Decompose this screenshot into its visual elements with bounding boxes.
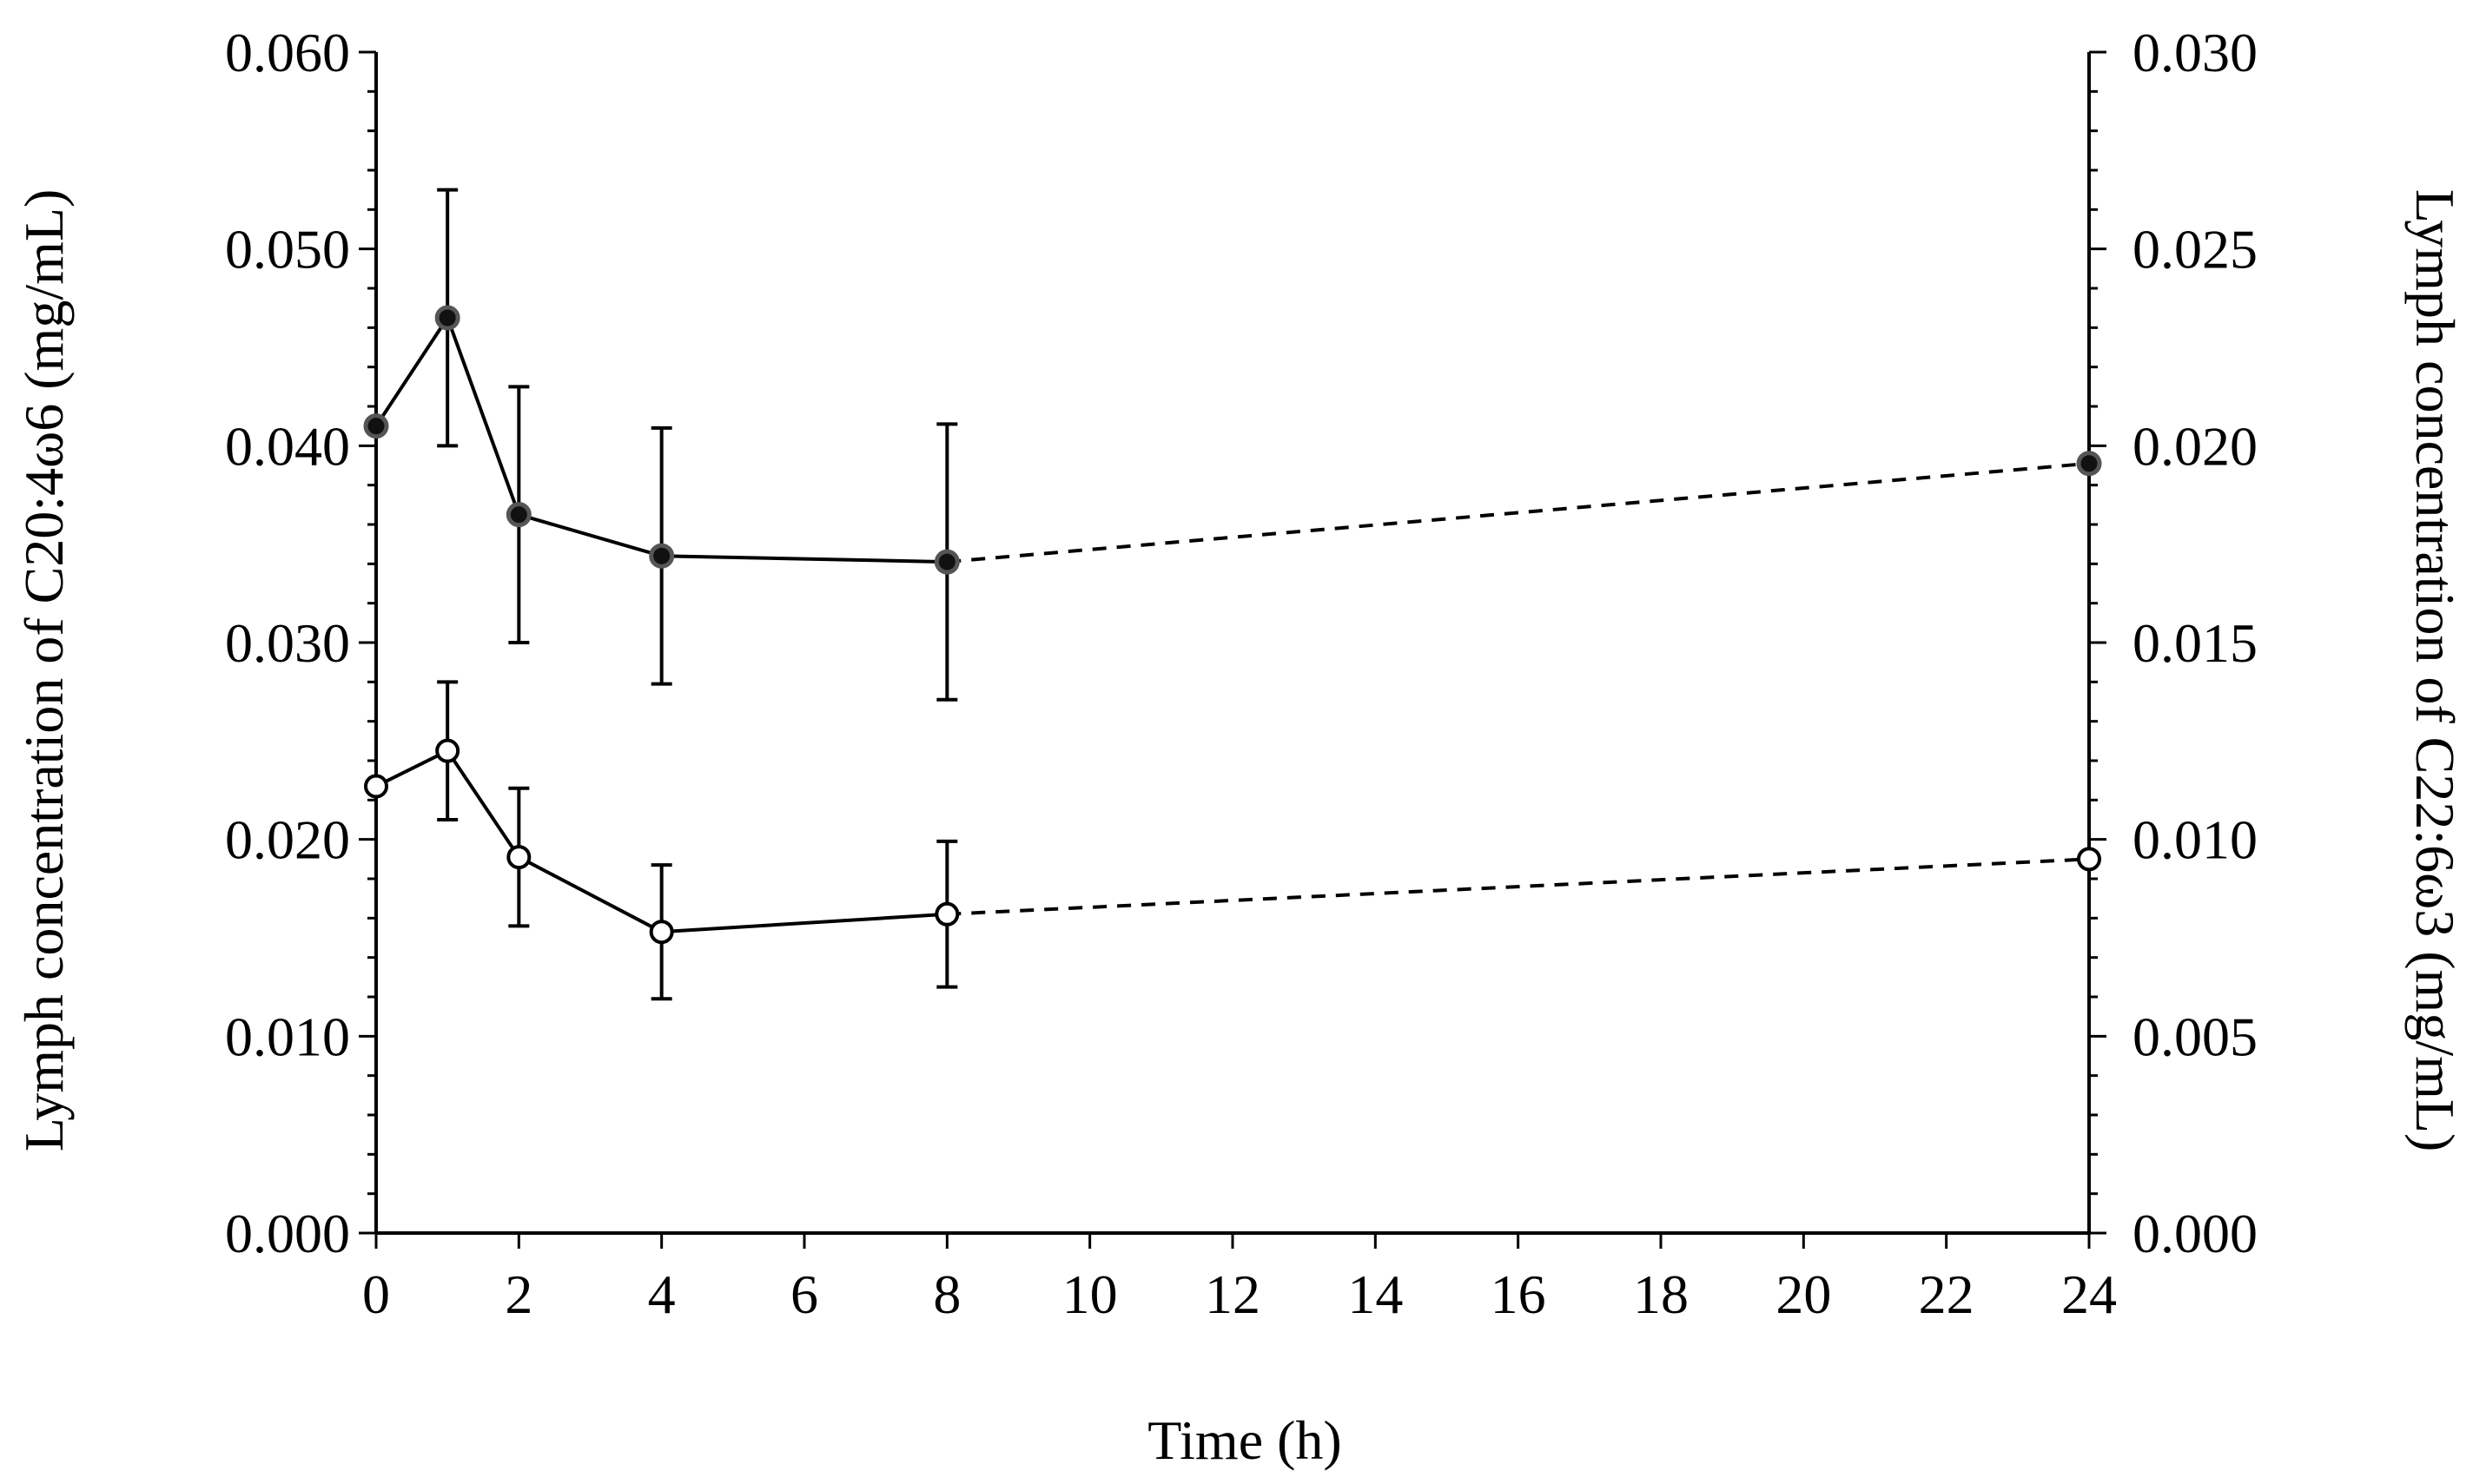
y-right-axis-title: Lymph concentration of C22:6ω3 (mg/mL) <box>2404 189 2466 1152</box>
x-tick-label: 18 <box>1633 1263 1689 1325</box>
y-right-tick-label: 0.020 <box>2132 415 2258 477</box>
y-right-tick-label: 0.030 <box>2132 22 2258 83</box>
x-tick-label: 16 <box>1491 1263 1546 1325</box>
y-left-tick-label: 0.030 <box>225 612 350 674</box>
y-right-tick-label: 0.005 <box>2132 1006 2258 1067</box>
series-c20-4-omega6 <box>363 188 2102 702</box>
x-tick-label: 14 <box>1347 1263 1403 1325</box>
y-left-tick-label: 0.060 <box>225 22 350 83</box>
y-right-tick-label: 0.000 <box>2132 1203 2258 1264</box>
x-tick-label: 22 <box>1919 1263 1974 1325</box>
x-tick-label: 20 <box>1775 1263 1831 1325</box>
data-point <box>649 920 674 945</box>
data-point <box>506 845 532 870</box>
y-right-tick-label: 0.025 <box>2132 219 2258 280</box>
x-tick-label: 10 <box>1062 1263 1118 1325</box>
data-point <box>434 305 460 331</box>
series-layer <box>363 188 2102 1001</box>
data-point <box>435 738 460 763</box>
x-tick-label: 8 <box>933 1263 961 1325</box>
y-left-tick-label: 0.050 <box>225 219 350 280</box>
x-tick-label: 6 <box>790 1263 818 1325</box>
data-point <box>364 774 388 799</box>
y-right-axis-ticks: 0.000 0.005 0.010 0.015 0.020 0.025 0.030 <box>2089 22 2258 1264</box>
x-tick-label: 2 <box>505 1263 532 1325</box>
series-c22-6-omega3 <box>364 680 2101 1001</box>
x-axis-title: Time (h) <box>1147 1409 1341 1471</box>
data-point <box>2077 847 2101 872</box>
y-left-tick-label: 0.040 <box>225 415 350 477</box>
y-right-tick-label: 0.010 <box>2132 809 2258 871</box>
y-right-tick-label: 0.015 <box>2132 612 2258 674</box>
data-point <box>2076 451 2102 477</box>
y-left-tick-label: 0.000 <box>225 1203 350 1264</box>
x-tick-label: 0 <box>362 1263 390 1325</box>
y-left-tick-label: 0.010 <box>225 1006 350 1067</box>
x-tick-label: 12 <box>1205 1263 1260 1325</box>
series-line-dashed <box>947 461 2090 564</box>
y-left-tick-label: 0.020 <box>225 809 350 871</box>
data-point <box>363 413 389 439</box>
x-tick-label: 4 <box>648 1263 676 1325</box>
series-line-dashed <box>947 857 2090 916</box>
data-point <box>506 502 532 528</box>
data-point <box>649 543 675 569</box>
data-point <box>934 549 960 575</box>
axes-group <box>374 52 2091 1235</box>
y-left-axis-title: Lymph concentration of C20:4ω6 (mg/mL) <box>13 189 75 1152</box>
x-tick-label: 24 <box>2061 1263 2117 1325</box>
x-axis-ticks: 0 2 4 6 8 10 12 14 16 18 20 22 24 <box>362 1233 2117 1325</box>
y-left-axis-ticks: 0.000 0.010 0.020 0.030 0.040 0.050 0.060 <box>225 22 376 1264</box>
data-point <box>935 901 960 927</box>
